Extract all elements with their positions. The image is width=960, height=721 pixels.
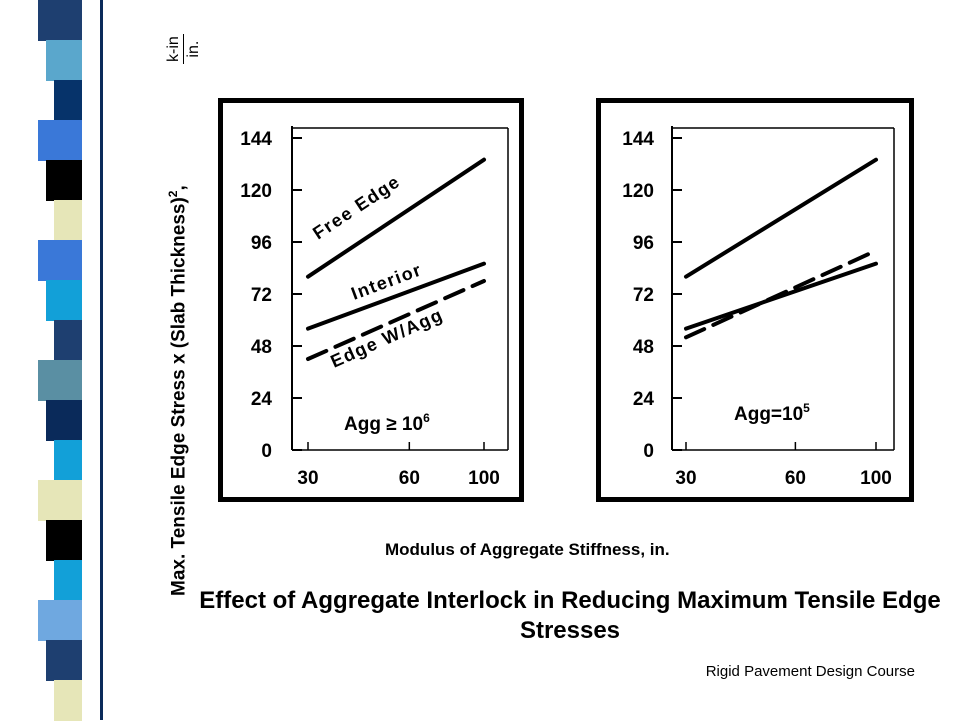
x-tick-label: 100: [468, 468, 500, 489]
y-axis-label: Max. Tensile Edge Stress x (Slab Thickne…: [166, 185, 190, 596]
stripe-block: [38, 360, 82, 401]
y-tick-label: 96: [633, 233, 654, 254]
x-tick-label: 60: [399, 468, 420, 489]
stripe-block: [54, 680, 82, 721]
agg-annotation: Agg=105: [734, 401, 810, 425]
x-axis-label: Modulus of Aggregate Stiffness, in.: [385, 540, 670, 559]
series-line-2: [306, 261, 486, 331]
y-tick-label: 72: [251, 285, 272, 306]
chart-outer-frame: [218, 98, 524, 502]
stripe-block: [54, 320, 82, 361]
stripe-block: [38, 120, 82, 161]
stripe-block: [54, 440, 82, 481]
stripe-edge-line: [100, 0, 103, 720]
y-tick-label: 24: [633, 389, 655, 410]
stripe-block: [38, 600, 82, 641]
y-tick-label: 48: [633, 337, 654, 358]
unit-denominator: in.: [185, 40, 202, 58]
y-tick-label: 96: [251, 233, 272, 254]
x-tick-label: 30: [297, 468, 318, 489]
stripe-block: [46, 40, 82, 81]
y-axis-unit: k-in in.: [165, 34, 202, 64]
x-tick-label: 100: [860, 468, 892, 489]
series-line-1: [306, 157, 486, 279]
agg-annotation: Agg ≥ 106: [344, 411, 430, 435]
slide-title: Effect of Aggregate Interlock in Reducin…: [199, 587, 941, 644]
agg-annotation-exponent: 6: [423, 411, 430, 425]
y-tick-label: 144: [240, 129, 272, 150]
unit-numerator: k-in: [165, 34, 184, 64]
series-line-3: [306, 279, 486, 361]
y-tick-label: 24: [251, 389, 273, 410]
series-label-2: Interior: [348, 259, 424, 303]
series-label-1: Free Edge: [309, 171, 404, 243]
chart-outer-frame: [596, 98, 914, 502]
stripe-block: [38, 0, 82, 41]
stripe-block: [46, 160, 82, 201]
stripe-block: [46, 400, 82, 441]
footer-course-name: Rigid Pavement Design Course: [705, 663, 915, 680]
chart-agg-1e5: 0 24 48 72 96 120 144 30 60 100 Agg=105: [596, 98, 914, 502]
stripe-block: [54, 80, 82, 121]
y-tick-label: 120: [622, 181, 654, 202]
y-tick-label: 0: [643, 441, 654, 462]
y-tick-label: 72: [633, 285, 654, 306]
stripe-block: [38, 240, 82, 281]
decorative-stripe-bar: [0, 0, 108, 721]
series-line-1: [684, 157, 878, 279]
stripe-block: [54, 560, 82, 601]
y-tick-label: 0: [261, 441, 272, 462]
stripe-block: [38, 480, 82, 521]
stripe-block: [46, 520, 82, 561]
y-tick-label: 48: [251, 337, 272, 358]
x-tick-label: 30: [675, 468, 696, 489]
stripe-block: [46, 280, 82, 321]
y-tick-label: 144: [622, 129, 654, 150]
stripe-block: [46, 640, 82, 681]
agg-annotation-exponent: 5: [803, 401, 810, 415]
y-tick-label: 120: [240, 181, 272, 202]
series-line-3: [684, 248, 878, 340]
stripe-block: [54, 200, 82, 241]
x-tick-label: 60: [785, 468, 806, 489]
